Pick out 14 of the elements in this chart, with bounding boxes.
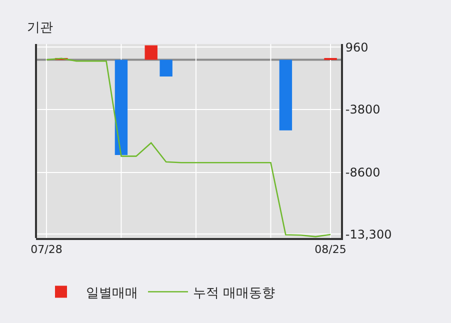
y-tick-label: -3800 (345, 102, 380, 117)
x-tick-label: 07/28 (30, 243, 62, 256)
y-tick-label: -13,300 (345, 227, 392, 242)
bar (144, 45, 158, 60)
bar (114, 60, 128, 156)
chart-title: 기관 (27, 20, 54, 36)
bar (279, 60, 292, 130)
x-tick-label: 08/25 (314, 243, 346, 256)
legend-label: 누적 매매동향 (193, 286, 276, 301)
y-tick-label: -8600 (345, 166, 380, 180)
line-series (46, 58, 332, 238)
legend-label: 일별매매 (86, 286, 138, 301)
bar (160, 60, 172, 77)
y-tick-label: 960 (345, 40, 368, 54)
